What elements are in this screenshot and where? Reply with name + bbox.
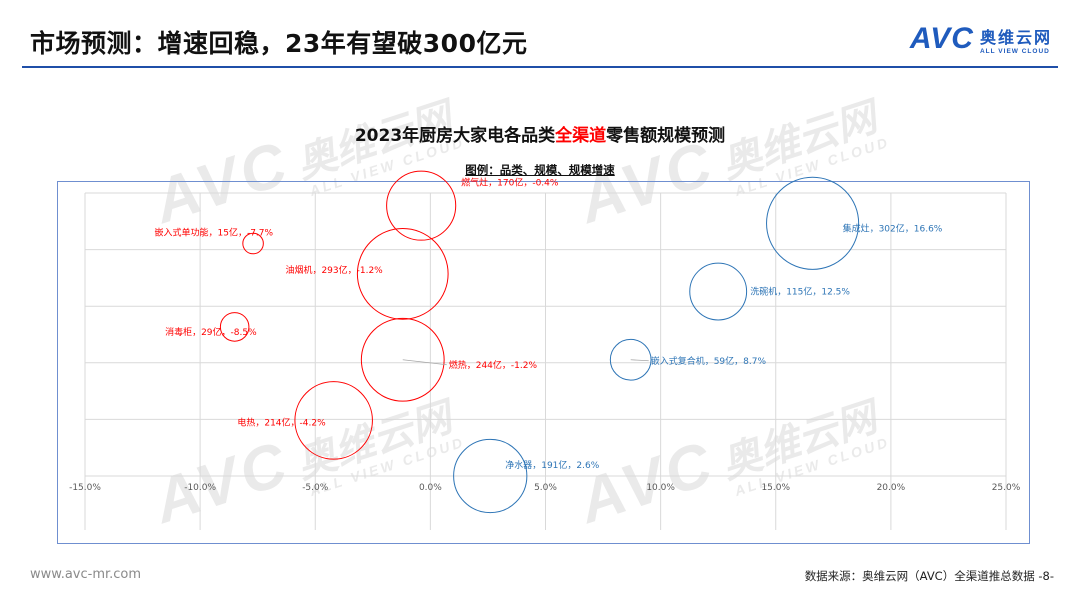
logo-en: ALL VIEW CLOUD (979, 47, 1050, 55)
chart-title-pre: 2023年厨房大家电各品类 (354, 126, 556, 146)
x-tick-label: 20.0% (877, 483, 906, 493)
bubble-label: 消毒柜，29亿，-8.5% (165, 326, 257, 338)
x-tick-label: 0.0% (419, 483, 442, 493)
bubble (453, 438, 528, 514)
logo-mark: AVC (909, 22, 974, 55)
x-tick-label: 5.0% (534, 483, 557, 493)
x-tick-label: -5.0% (302, 483, 329, 493)
leader-line (630, 359, 649, 362)
bubble-label: 电热，214亿，-4.2% (237, 416, 326, 428)
chart-title-highlight: 全渠道 (555, 126, 607, 146)
leader-line (402, 359, 447, 366)
bubble-label: 集成灶，302亿，16.6% (843, 222, 943, 234)
bubble (609, 338, 652, 381)
x-tick-label: -10.0% (184, 483, 216, 493)
chart-title: 2023年厨房大家电各品类全渠道零售额规模预测 (0, 121, 1080, 146)
x-tick-label: 15.0% (761, 483, 790, 493)
x-tick-label: 10.0% (646, 483, 675, 493)
chart-subtitle: 图例：品类、规模、规模增速 (465, 163, 615, 177)
chart-frame (57, 181, 1030, 544)
bubble-label: 油烟机，293亿，-1.2% (285, 264, 383, 276)
bubble-label: 净水器，191亿，2.6% (505, 459, 599, 471)
bubble (242, 232, 264, 255)
footer-source: 数据来源：奥维云网（AVC）全渠道推总数据 -8- (804, 569, 1054, 583)
bubble-label: 燃气灶，170亿，-0.4% (461, 177, 559, 189)
chart-title-post: 零售额规模预测 (606, 126, 726, 146)
bubble (219, 312, 250, 342)
bubble (386, 170, 457, 241)
x-tick-label: 25.0% (992, 483, 1021, 493)
bubble-label: 燃热，244亿，-1.2% (449, 359, 538, 371)
bubble (689, 262, 748, 321)
logo-cn: 奥维云网 (979, 27, 1052, 47)
bubble-label: 嵌入式单功能，15亿，-7.7% (155, 227, 274, 239)
bubble (294, 381, 373, 460)
bubble (356, 227, 449, 320)
bubble (766, 176, 860, 270)
bubble-label: 洗碗机，115亿，12.5% (750, 286, 850, 298)
bubble-label: 嵌入式复合机，59亿，8.7% (651, 355, 767, 367)
logo-text: 奥维云网 ALL VIEW CLOUD (980, 24, 1052, 55)
avc-logo: AVC 奥维云网 ALL VIEW CLOUD (910, 22, 1052, 56)
title-divider (22, 66, 1058, 68)
footer-url: www.avc-mr.com (30, 567, 142, 582)
x-tick-label: -15.0% (69, 483, 101, 493)
slide-title: 市场预测：增速回稳，23年有望破300亿元 (30, 29, 528, 58)
bubble (360, 317, 445, 402)
